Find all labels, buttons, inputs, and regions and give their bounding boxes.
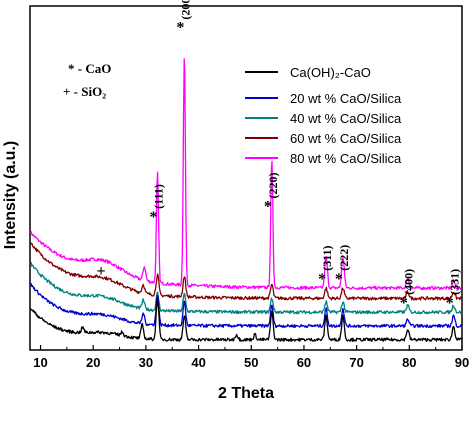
peak-marker: * (176, 20, 184, 37)
peak-annotations: *(111)*(200)*(220)*(311)*(222)*(400)*(33… (97, 0, 462, 312)
peak-marker: * (400, 295, 408, 312)
legend-label: 80 wt % CaO/Silica (290, 151, 402, 166)
peak-label: (311) (320, 245, 334, 270)
legend-label: 60 wt % CaO/Silica (290, 131, 402, 146)
peak-marker: + (97, 263, 106, 280)
series-line (29, 58, 462, 291)
x-axis: 10 20 30 40 50 60 70 80 90 (33, 345, 469, 370)
series-layer (29, 58, 463, 342)
peak-marker: * (264, 199, 272, 216)
peak-label: (222) (337, 245, 351, 271)
peak-label: (111) (151, 184, 165, 209)
legend-label: Ca(OH)₂-CaO (290, 65, 371, 80)
peak-marker: * (318, 271, 326, 288)
peak-marker: * (335, 271, 343, 288)
x-tick-label: 20 (86, 355, 100, 370)
peak-label: (400) (402, 269, 416, 295)
x-tick-label: 10 (33, 355, 47, 370)
x-tick-label: 90 (455, 355, 469, 370)
legend-label: 20 wt % CaO/Silica (290, 91, 402, 106)
series-line (29, 297, 463, 342)
x-tick-label: 50 (244, 355, 258, 370)
legend-label: 40 wt % CaO/Silica (290, 111, 402, 126)
series-line (30, 261, 463, 315)
peak-marker: * (446, 295, 454, 312)
x-tick-label: 40 (191, 355, 205, 370)
key-sio2: + - SiO₂ (63, 84, 106, 99)
legend: Ca(OH)₂-CaO 20 wt % CaO/Silica 40 wt % CaO… (245, 65, 402, 166)
x-tick-label: 80 (402, 355, 416, 370)
peak-label: (200) (178, 0, 192, 20)
x-tick-label: 70 (349, 355, 363, 370)
series-line (29, 283, 462, 329)
series-line (30, 242, 463, 301)
x-tick-label: 60 (297, 355, 311, 370)
x-tick-label: 30 (139, 355, 153, 370)
peak-label: (331) (448, 269, 462, 295)
y-axis-title: Intensity (a.u.) (2, 141, 19, 249)
key-cao: * - CaO (68, 61, 111, 76)
plot-area (29, 5, 463, 351)
peak-label: (220) (266, 173, 280, 199)
x-axis-title: 2 Theta (218, 385, 274, 402)
peak-marker: * (149, 209, 157, 226)
